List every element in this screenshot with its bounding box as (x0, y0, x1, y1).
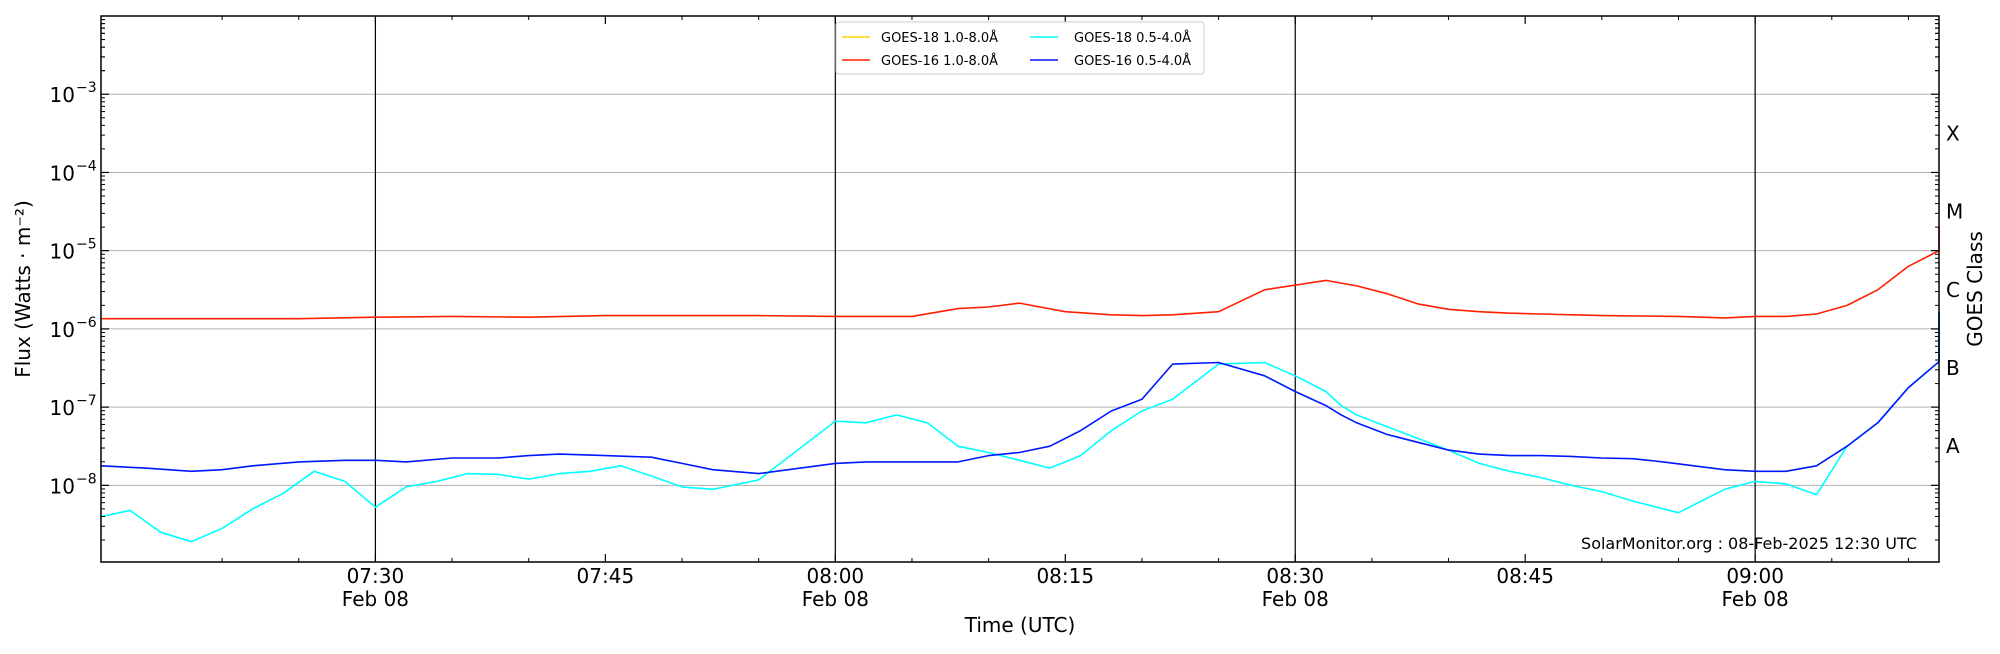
y-tick-exponent: −3 (76, 80, 97, 96)
grid-layer (101, 93, 1939, 486)
goes-class-label: C (1946, 278, 1960, 302)
x-tick-label: 08:15 (1036, 564, 1094, 588)
y-axis-title: Flux (Watts · m⁻²) (11, 200, 35, 378)
x-tick-date: Feb 08 (1722, 587, 1789, 611)
series-line-3 (100, 311, 1940, 475)
x-tick-label: 07:30 (347, 564, 405, 588)
legend-label-goes18-short: GOES-18 0.5-4.0Å (1074, 30, 1191, 46)
goes-class-label: A (1946, 434, 1960, 458)
y-tick-exponent: −4 (76, 158, 97, 174)
x-tick-date: Feb 08 (802, 587, 869, 611)
x-tick-label: 07:45 (577, 564, 635, 588)
y-tick-exponent: −5 (76, 237, 97, 253)
y-tick-label: 10 (50, 240, 75, 264)
x-tick-date: Feb 08 (342, 587, 409, 611)
legend-label-goes16-short: GOES-16 0.5-4.0Å (1074, 53, 1191, 69)
y-tick-exponent: −7 (76, 393, 97, 409)
y-axis-ticks: 10−810−710−610−510−410−3 (50, 19, 1939, 541)
x-tick-label: 09:00 (1726, 564, 1784, 588)
x-tick-label: 08:30 (1266, 564, 1324, 588)
y-tick-exponent: −8 (76, 471, 97, 487)
plot-frame (100, 15, 1940, 563)
x-tick-date: Feb 08 (1262, 587, 1329, 611)
legend: GOES-18 1.0-8.0Å GOES-16 1.0-8.0Å GOES-1… (835, 21, 1205, 75)
x-tick-label: 08:45 (1496, 564, 1554, 588)
y-tick-label: 10 (50, 474, 75, 498)
y-tick-exponent: −6 (76, 315, 97, 331)
x-axis-title: Time (UTC) (964, 613, 1076, 637)
y-tick-label: 10 (50, 161, 75, 185)
goes-class-label: B (1946, 356, 1960, 380)
legend-box (835, 21, 1205, 75)
x-tick-label: 08:00 (807, 564, 865, 588)
y-tick-label: 10 (50, 396, 75, 420)
credit-text: SolarMonitor.org : 08-Feb-2025 12:30 UTC (1581, 534, 1917, 553)
legend-label-goes16-long: GOES-16 1.0-8.0Å (881, 53, 998, 69)
y-tick-label: 10 (50, 318, 75, 342)
goes-class-label: X (1946, 121, 1960, 145)
right-axis-title: GOES Class (1963, 231, 1987, 347)
y-tick-label: 10 (50, 83, 75, 107)
goes-class-label: M (1946, 200, 1963, 224)
legend-label-goes18-long: GOES-18 1.0-8.0Å (881, 30, 998, 46)
plot-area (101, 16, 1939, 562)
goes-class-labels: A B C M X (1946, 121, 1963, 458)
